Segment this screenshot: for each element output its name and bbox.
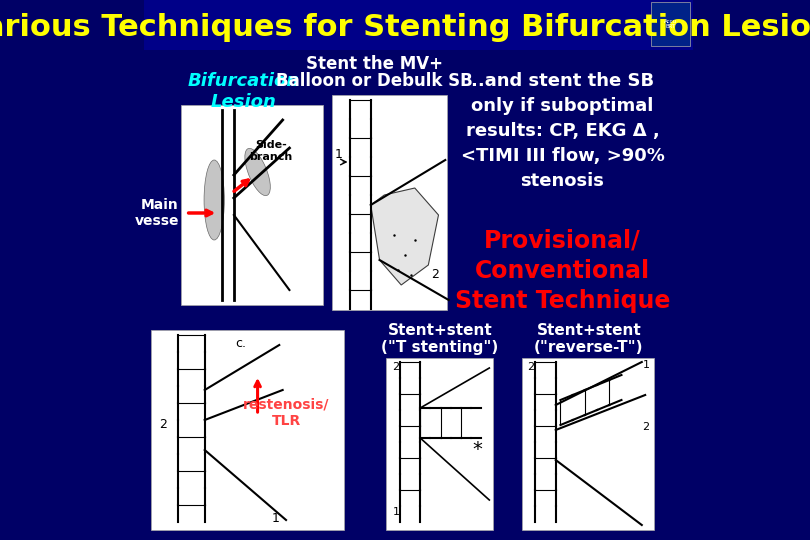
Text: Provisional/
Conventional
Stent Technique: Provisional/ Conventional Stent Techniqu…	[455, 228, 670, 313]
Polygon shape	[371, 188, 438, 285]
Text: c.: c.	[235, 337, 246, 350]
Text: Balloon or Debulk SB: Balloon or Debulk SB	[275, 72, 472, 90]
FancyBboxPatch shape	[332, 95, 447, 310]
Text: 1: 1	[272, 511, 279, 524]
FancyBboxPatch shape	[143, 0, 693, 50]
Text: 2: 2	[159, 418, 167, 431]
Ellipse shape	[204, 160, 224, 240]
Text: ..and stent the SB
only if suboptimal
results: CP, EKG Δ ,
<TIMI III flow, >90%
: ..and stent the SB only if suboptimal re…	[461, 72, 664, 190]
FancyBboxPatch shape	[181, 105, 323, 305]
Text: Main
vesse: Main vesse	[134, 198, 179, 228]
Text: Stent the MV+: Stent the MV+	[305, 55, 442, 73]
FancyBboxPatch shape	[522, 358, 654, 530]
FancyBboxPatch shape	[650, 2, 690, 46]
Text: Stent+stent
("reverse-T"): Stent+stent ("reverse-T")	[534, 323, 644, 355]
FancyBboxPatch shape	[151, 330, 343, 530]
Text: 2: 2	[642, 422, 650, 432]
Text: 2: 2	[527, 362, 535, 372]
Text: *: *	[472, 440, 482, 459]
Text: Bifurcation
Lesion: Bifurcation Lesion	[188, 72, 301, 111]
Ellipse shape	[245, 148, 271, 195]
FancyBboxPatch shape	[386, 358, 493, 530]
Text: 1: 1	[335, 148, 342, 161]
Text: 2: 2	[431, 268, 439, 281]
Text: 1: 1	[642, 360, 650, 370]
Text: restenosis/
TLR: restenosis/ TLR	[243, 398, 330, 428]
Text: 2: 2	[392, 362, 399, 372]
Text: Side-
branch: Side- branch	[249, 140, 292, 161]
Text: Accu
BRT: Accu BRT	[663, 18, 677, 29]
Text: 1: 1	[392, 507, 399, 517]
Text: Various Techniques for Stenting Bifurcation Lesions: Various Techniques for Stenting Bifurcat…	[0, 14, 810, 43]
Text: Stent+stent
("T stenting"): Stent+stent ("T stenting")	[382, 323, 498, 355]
FancyBboxPatch shape	[143, 0, 693, 540]
